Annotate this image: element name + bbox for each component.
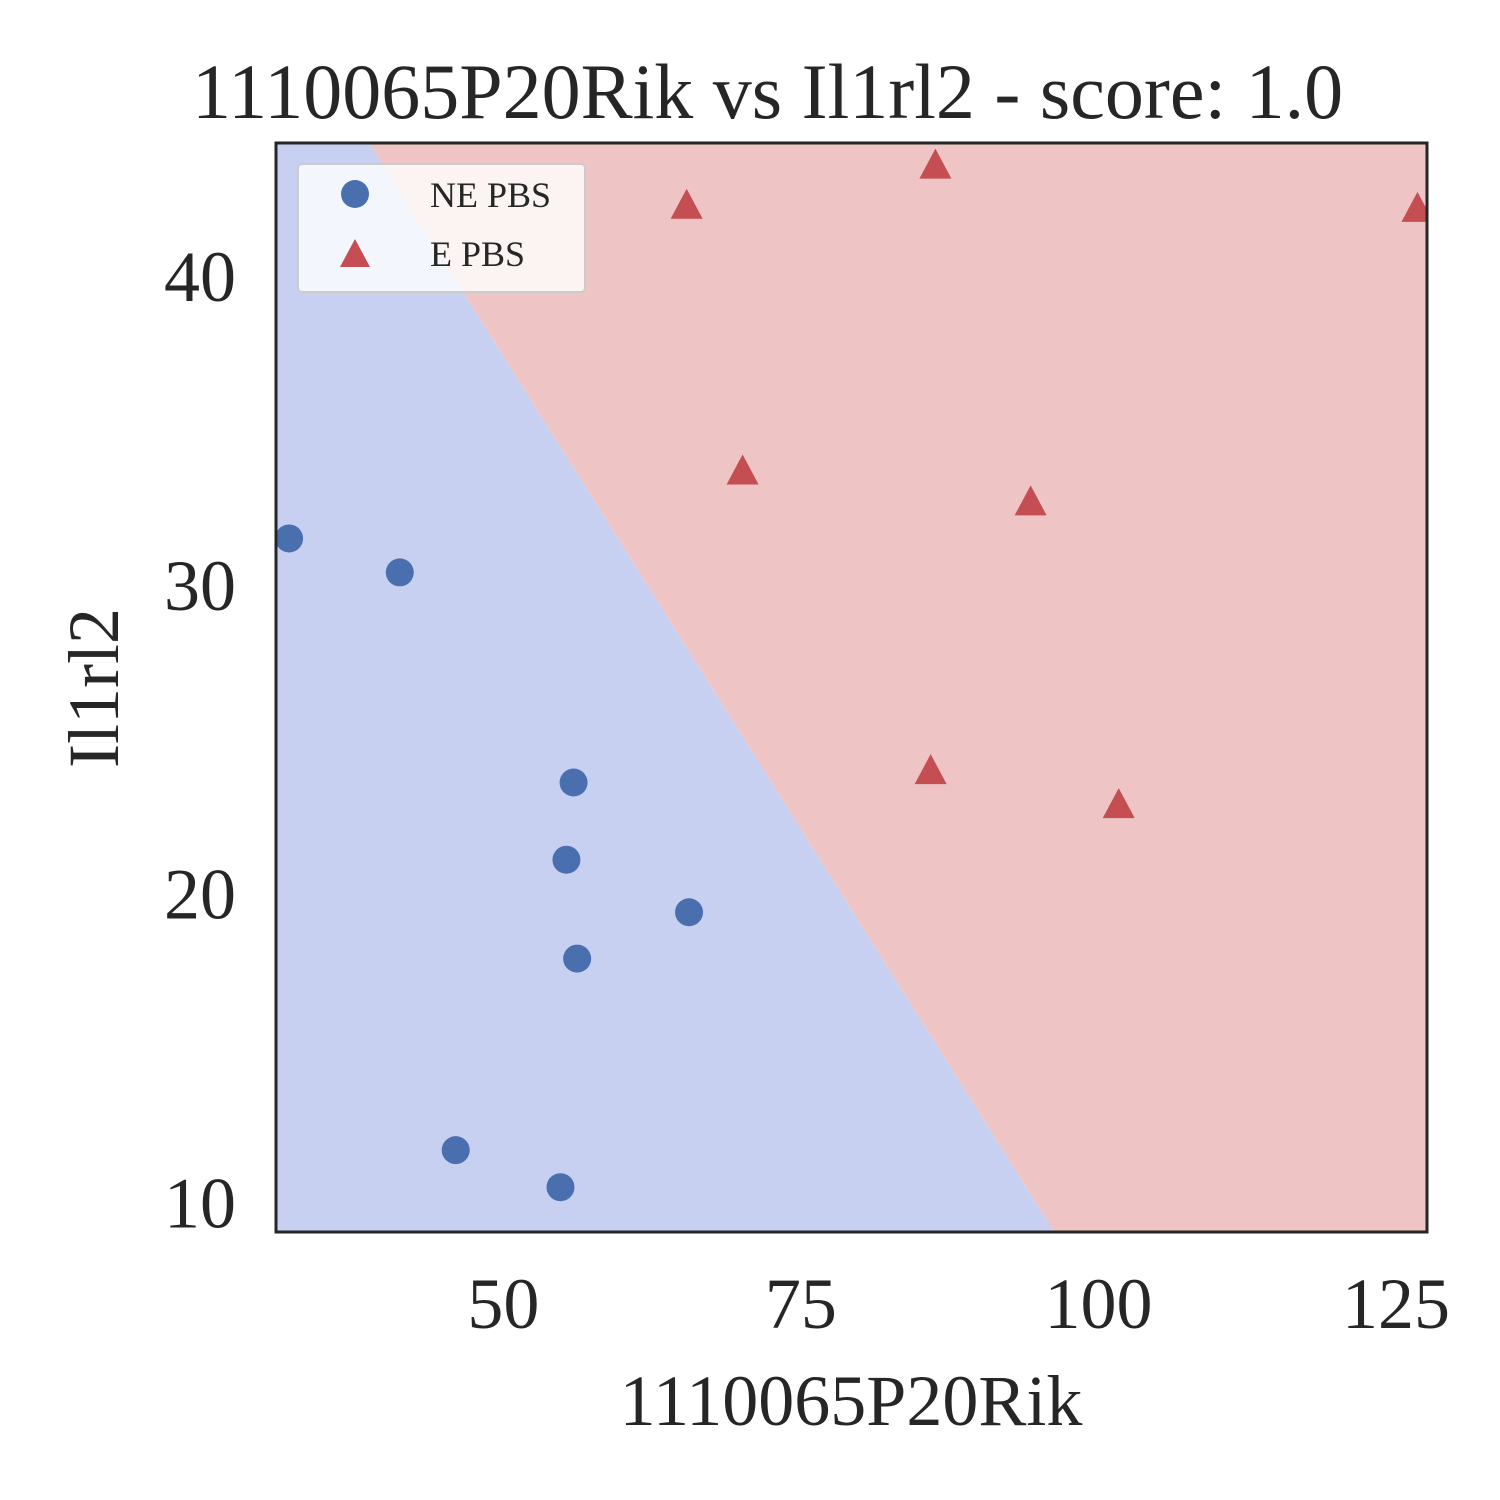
region-e-pbs xyxy=(369,143,1427,1232)
data-point xyxy=(675,898,704,927)
legend-marker-e-pbs xyxy=(340,239,370,267)
data-point xyxy=(1401,191,1427,222)
data-point xyxy=(546,1173,575,1202)
data-point xyxy=(441,1136,470,1165)
series-e-pbs xyxy=(670,148,1427,819)
legend-label-e-pbs: E PBS xyxy=(430,234,525,274)
y-tick-label: 20 xyxy=(164,855,236,935)
x-axis-label: 1110065P20Rik xyxy=(620,1361,1083,1441)
data-point xyxy=(276,524,304,553)
x-tick-label: 75 xyxy=(765,1264,837,1344)
data-point xyxy=(385,558,414,587)
y-tick-label: 10 xyxy=(164,1164,236,1244)
data-point xyxy=(919,148,952,179)
y-axis-ticks: 10 20 30 40 xyxy=(164,237,236,1244)
plot-frame xyxy=(274,141,1429,1234)
data-point xyxy=(563,944,592,973)
legend-marker-ne-pbs xyxy=(341,180,369,208)
chart-title: 1110065P20Rik vs Il1rl2 - score: 1.0 xyxy=(192,48,1343,135)
region-ne-pbs xyxy=(276,143,1055,1232)
y-tick-label: 40 xyxy=(164,237,236,317)
legend: NE PBS E PBS xyxy=(297,163,586,293)
data-point xyxy=(670,188,703,219)
data-point xyxy=(552,845,581,874)
x-tick-label: 100 xyxy=(1044,1264,1152,1344)
legend-box xyxy=(297,163,586,293)
y-axis-label: Il1rl2 xyxy=(54,608,134,768)
data-point xyxy=(1014,485,1047,516)
legend-label-ne-pbs: NE PBS xyxy=(430,175,551,215)
data-point xyxy=(726,454,759,485)
data-point xyxy=(914,754,947,785)
data-point xyxy=(559,768,588,797)
data-point xyxy=(1102,788,1135,819)
series-ne-pbs xyxy=(276,524,704,1202)
x-axis-ticks: 50 75 100 125 xyxy=(467,1264,1450,1344)
x-tick-label: 125 xyxy=(1342,1264,1450,1344)
x-tick-label: 50 xyxy=(467,1264,539,1344)
plot-area xyxy=(276,143,1427,1232)
y-tick-label: 30 xyxy=(164,546,236,626)
